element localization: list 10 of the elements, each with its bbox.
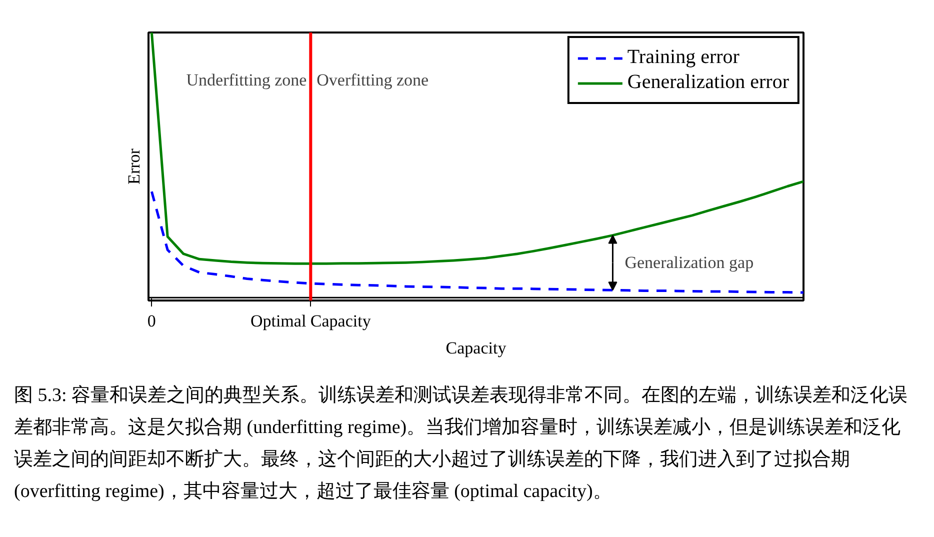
- annotation: Overfitting zone: [316, 70, 429, 90]
- caption: 图 5.3: 容量和误差之间的典型关系。训练误差和测试误差表现得非常不同。在图的左端，训练误差和泛化误差都非常高。这是欠拟合期 (underfitting regime)。当我们增加容量时，训练误差减小，但是训练误差和泛化误差之间的间距却不断扩大。最终，这个间距的大小超过了训练误差的下降，我们进入到了过拟合期 (overfitting regime)，其中容量过大，超过了最佳容量 (optimal capacity)。: [14, 384, 909, 504]
- y-axis-title: Error: [124, 148, 144, 184]
- x-tick-label: 0: [147, 312, 156, 330]
- legend-label: Training error: [627, 46, 740, 69]
- x-tick-label: Optimal Capacity: [250, 312, 372, 330]
- annotation: Generalization gap: [624, 253, 754, 272]
- x-axis-title: Capacity: [446, 338, 507, 358]
- legend-label: Generalization error: [627, 71, 789, 94]
- annotation: Underfitting zone: [186, 70, 307, 90]
